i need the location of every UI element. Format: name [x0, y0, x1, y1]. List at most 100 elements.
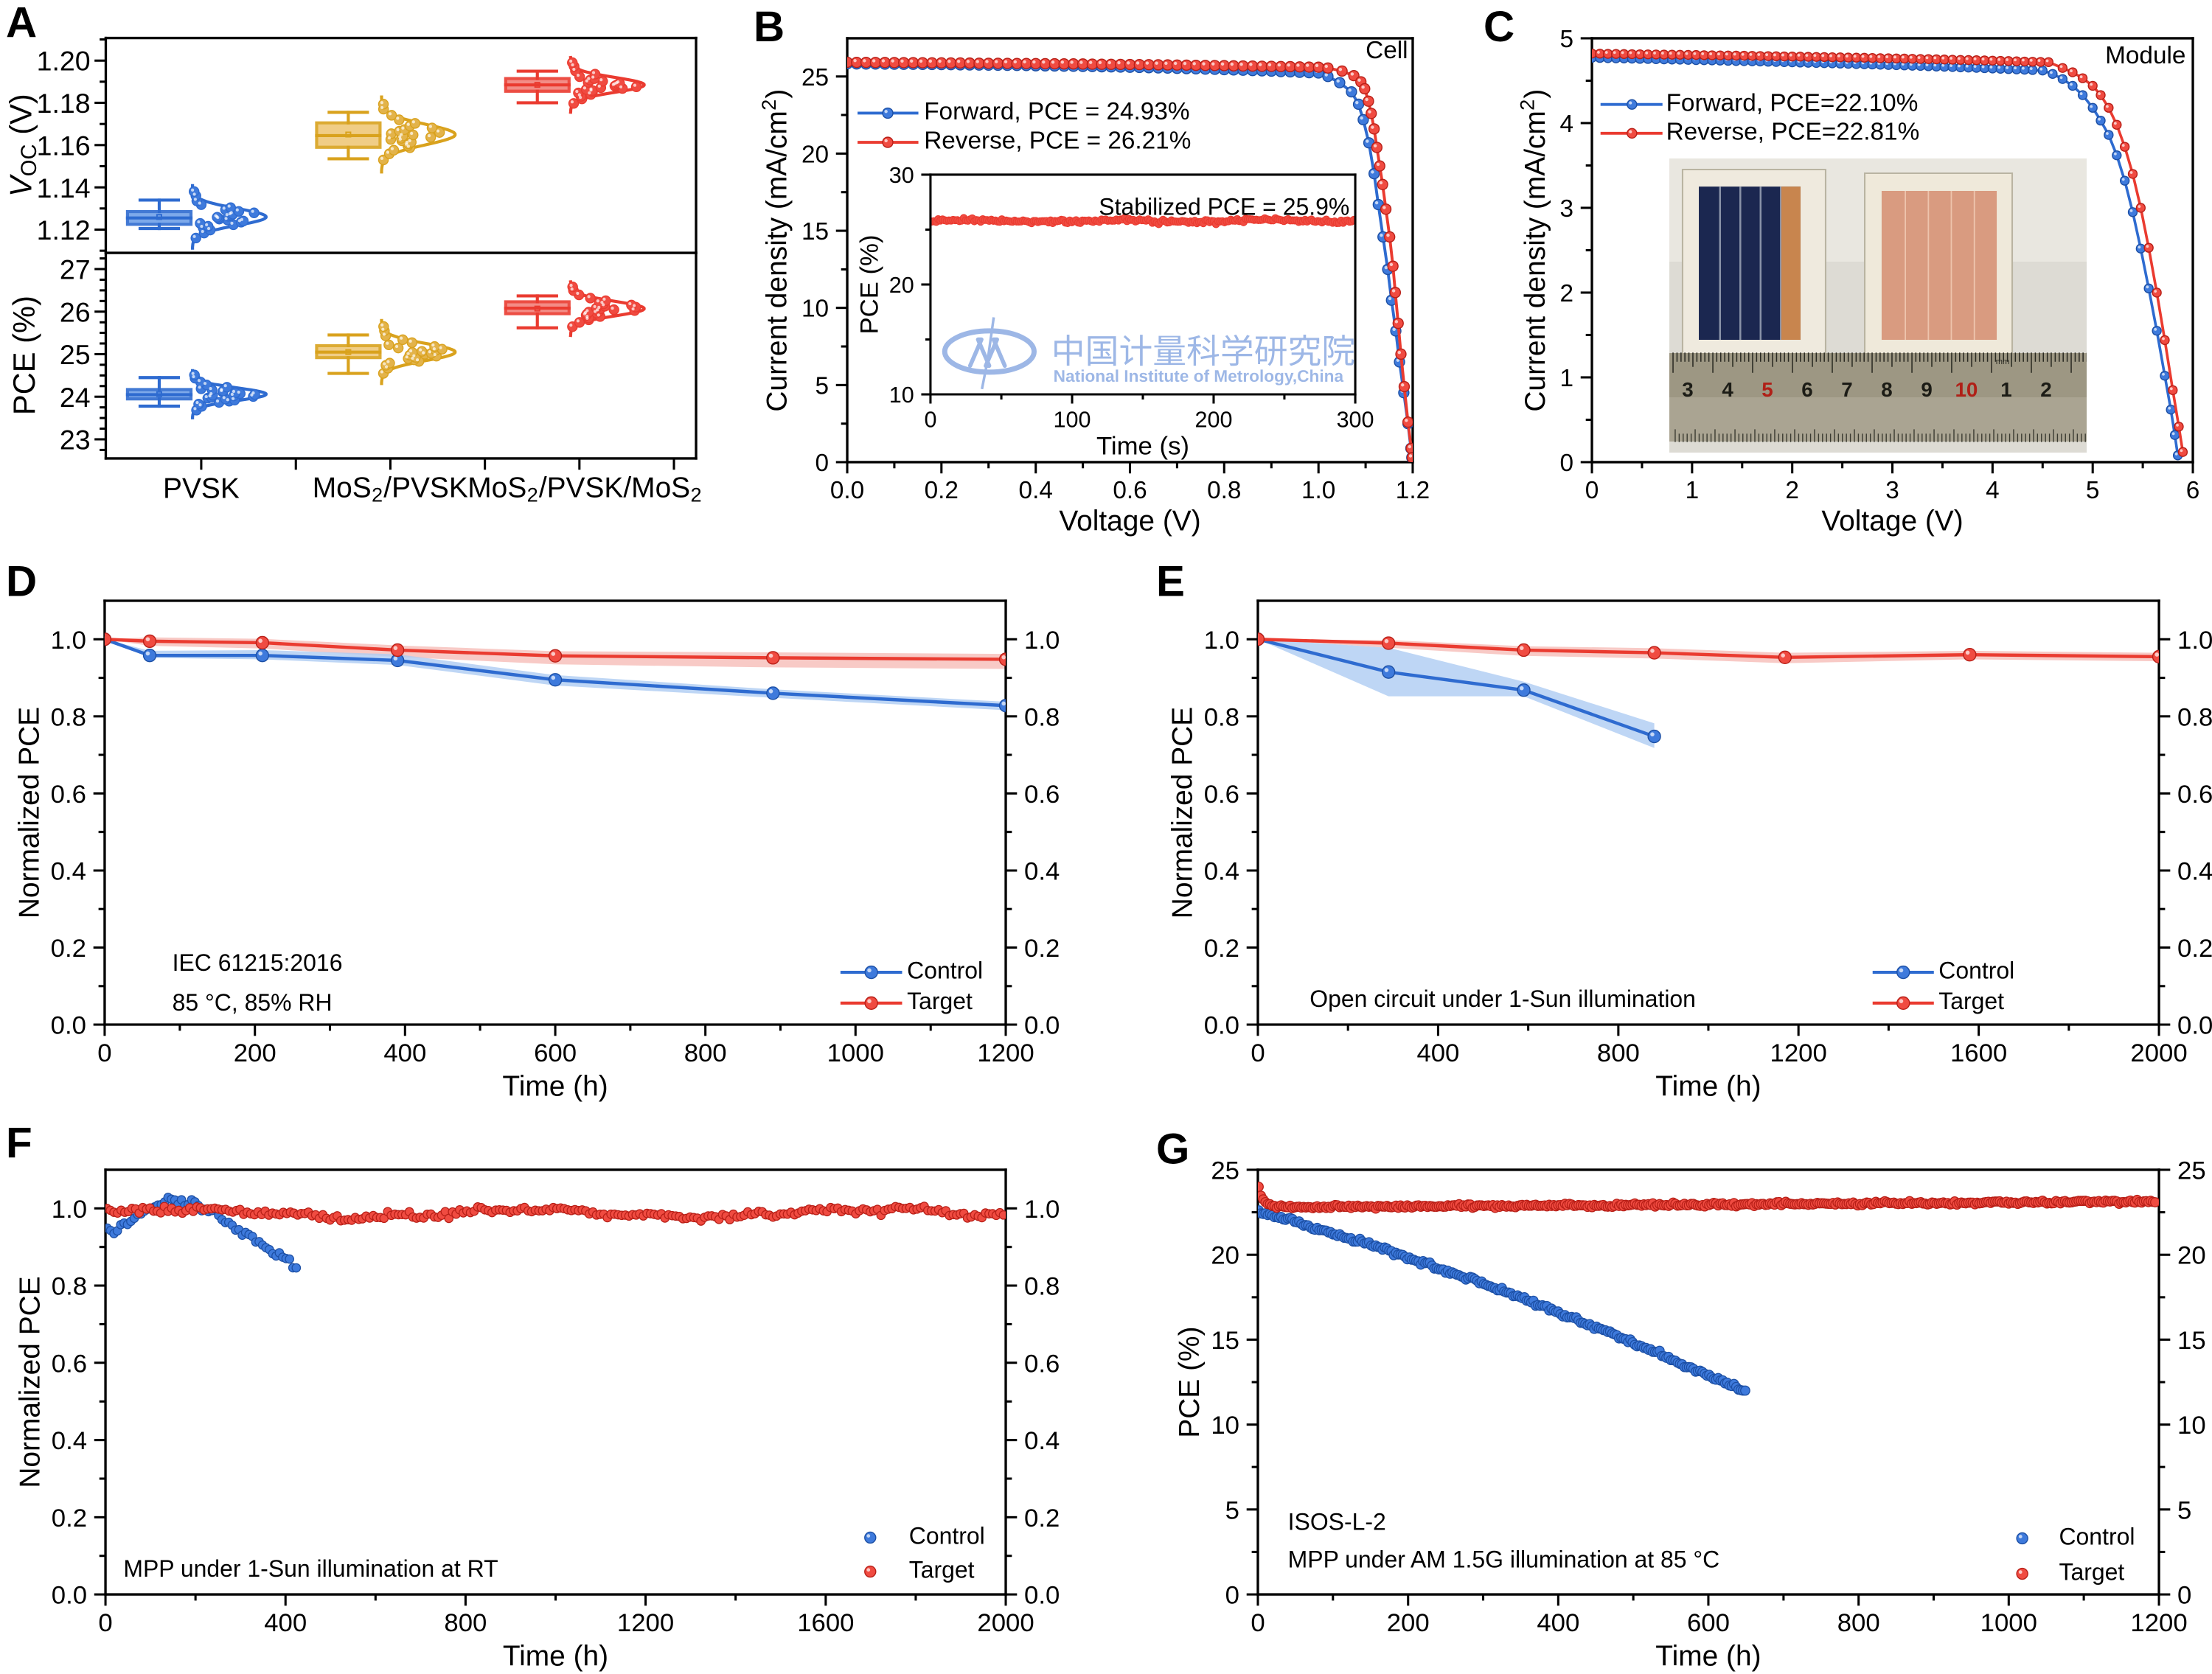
svg-text:2: 2 [1785, 477, 1799, 504]
svg-text:Normalized PCE: Normalized PCE [1166, 707, 1198, 918]
svg-text:3: 3 [1682, 378, 1693, 401]
svg-text:Time (h): Time (h) [1655, 1071, 1761, 1103]
svg-text:1: 1 [2000, 378, 2011, 401]
svg-text:20: 20 [1211, 1242, 1239, 1270]
svg-text:Reverse, PCE=22.81%: Reverse, PCE=22.81% [1666, 118, 1920, 145]
svg-text:25: 25 [60, 339, 91, 370]
svg-text:0.6: 0.6 [1024, 781, 1060, 809]
svg-text:A: A [6, 0, 37, 46]
svg-text:3: 3 [1885, 477, 1899, 504]
svg-text:15: 15 [801, 218, 829, 245]
svg-text:1200: 1200 [2130, 1609, 2187, 1637]
svg-text:0.0: 0.0 [830, 477, 864, 504]
svg-text:800: 800 [684, 1039, 727, 1067]
svg-text:0.4: 0.4 [1204, 857, 1239, 885]
svg-text:2: 2 [2040, 378, 2051, 401]
svg-text:0.6: 0.6 [52, 1350, 87, 1378]
svg-text:B: B [754, 3, 785, 51]
svg-text:Module: Module [2105, 42, 2185, 69]
svg-text:200: 200 [234, 1039, 276, 1067]
svg-text:0.0: 0.0 [1204, 1012, 1239, 1040]
svg-text:0.4: 0.4 [52, 1427, 87, 1455]
svg-text:10: 10 [1211, 1412, 1239, 1440]
svg-text:10: 10 [2177, 1412, 2206, 1440]
svg-text:Voltage (V): Voltage (V) [1059, 506, 1200, 537]
svg-text:1000: 1000 [827, 1039, 884, 1067]
svg-text:200: 200 [1387, 1609, 1430, 1637]
svg-text:0.0: 0.0 [2177, 1012, 2212, 1040]
svg-text:4: 4 [1986, 477, 2000, 504]
svg-text:27: 27 [60, 254, 91, 285]
svg-text:C: C [1484, 3, 1514, 51]
svg-text:Target: Target [1938, 988, 2004, 1014]
svg-text:800: 800 [1597, 1039, 1640, 1067]
svg-text:0.2: 0.2 [51, 935, 86, 963]
svg-text:mm: mm [1996, 358, 2010, 366]
svg-text:25: 25 [801, 64, 829, 91]
svg-text:PVSK: PVSK [163, 472, 240, 504]
svg-text:100: 100 [1054, 407, 1091, 432]
svg-text:Reverse, PCE = 26.21%: Reverse, PCE = 26.21% [924, 128, 1191, 155]
svg-text:20: 20 [2177, 1242, 2206, 1270]
svg-text:Control: Control [909, 1522, 985, 1549]
svg-text:15: 15 [1211, 1327, 1239, 1355]
svg-text:5: 5 [1225, 1496, 1239, 1524]
svg-text:1.2: 1.2 [1396, 477, 1430, 504]
svg-text:600: 600 [534, 1039, 577, 1067]
svg-text:4: 4 [1559, 111, 1573, 138]
svg-text:9: 9 [1921, 378, 1932, 401]
svg-text:0: 0 [1251, 1609, 1265, 1637]
svg-text:1200: 1200 [1770, 1039, 1827, 1067]
svg-text:15: 15 [2177, 1327, 2206, 1355]
svg-text:1: 1 [1559, 365, 1573, 392]
svg-text:Forward, PCE = 24.93%: Forward, PCE = 24.93% [924, 98, 1189, 125]
svg-text:0.0: 0.0 [1024, 1012, 1060, 1040]
svg-text:0.6: 0.6 [1024, 1350, 1060, 1378]
svg-text:0.2: 0.2 [1204, 935, 1239, 963]
svg-text:E: E [1156, 557, 1185, 605]
svg-text:PCE (%): PCE (%) [1174, 1326, 1206, 1437]
svg-text:M o S /: M o S / P V S K 2 [313, 472, 473, 506]
svg-text:0: 0 [1585, 477, 1599, 504]
svg-text:0.8: 0.8 [1024, 1273, 1060, 1301]
svg-text:0.2: 0.2 [1024, 1504, 1060, 1532]
svg-text:1.0: 1.0 [2177, 627, 2212, 655]
svg-text:0.8: 0.8 [51, 703, 86, 731]
svg-text:Forward, PCE=22.10%: Forward, PCE=22.10% [1666, 89, 1919, 116]
svg-text:24: 24 [60, 382, 91, 413]
svg-text:1600: 1600 [797, 1609, 854, 1637]
svg-text:Time (h): Time (h) [502, 1071, 608, 1103]
svg-text:C u r r: C u r r e n t d e n s i t y ( m A / c m … [1516, 85, 1551, 412]
svg-text:2000: 2000 [2130, 1039, 2187, 1067]
svg-text:1.16: 1.16 [37, 130, 91, 161]
svg-text:MPP under AM 1.5G illumination: MPP under AM 1.5G illumination at 85 °C [1288, 1546, 1720, 1572]
svg-text:1200: 1200 [977, 1039, 1034, 1067]
svg-text:Time (s): Time (s) [1096, 432, 1189, 460]
svg-text:0: 0 [1251, 1039, 1265, 1067]
svg-text:0: 0 [1559, 450, 1573, 477]
svg-text:6: 6 [1801, 378, 1812, 401]
svg-text:0.2: 0.2 [1024, 935, 1060, 963]
svg-text:25: 25 [2177, 1157, 2206, 1185]
svg-text:7: 7 [1841, 378, 1852, 401]
svg-text:800: 800 [444, 1609, 487, 1637]
svg-text:20: 20 [801, 141, 829, 168]
svg-text:0: 0 [2177, 1582, 2191, 1610]
svg-text:Normalized PCE: Normalized PCE [13, 707, 45, 918]
svg-text:1.0: 1.0 [1024, 627, 1060, 655]
svg-text:0.0: 0.0 [52, 1582, 87, 1610]
svg-text:PCE (%): PCE (%) [855, 234, 883, 334]
svg-text:0: 0 [98, 1609, 112, 1637]
svg-text:1.0: 1.0 [51, 627, 86, 655]
svg-text:0.8: 0.8 [2177, 703, 2212, 731]
svg-text:Time (h): Time (h) [1655, 1641, 1761, 1673]
svg-text:85 °C, 85% RH: 85 °C, 85% RH [173, 989, 333, 1016]
svg-text:10: 10 [889, 383, 914, 408]
svg-text:Target: Target [909, 1556, 975, 1583]
svg-text:Cell: Cell [1366, 37, 1408, 64]
svg-text:Target: Target [2059, 1558, 2124, 1585]
svg-text:10: 10 [1955, 378, 1978, 401]
svg-text:0.4: 0.4 [1019, 477, 1053, 504]
svg-text:1000: 1000 [1980, 1609, 2037, 1637]
svg-text:400: 400 [1537, 1609, 1579, 1637]
